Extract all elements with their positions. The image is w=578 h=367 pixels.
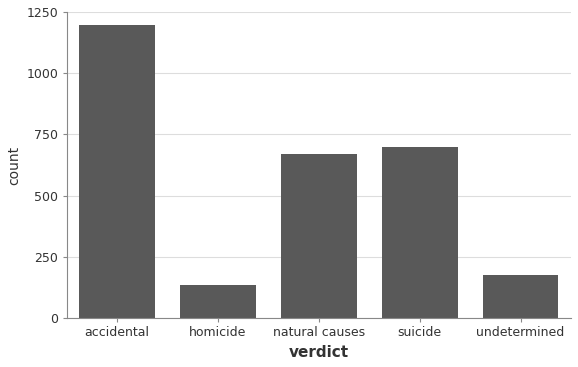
X-axis label: verdict: verdict [289,345,349,360]
Y-axis label: count: count [7,145,21,185]
Bar [180,285,256,318]
Bar [281,153,357,318]
Bar [382,147,458,318]
Bar [483,275,558,318]
Bar [79,25,155,318]
